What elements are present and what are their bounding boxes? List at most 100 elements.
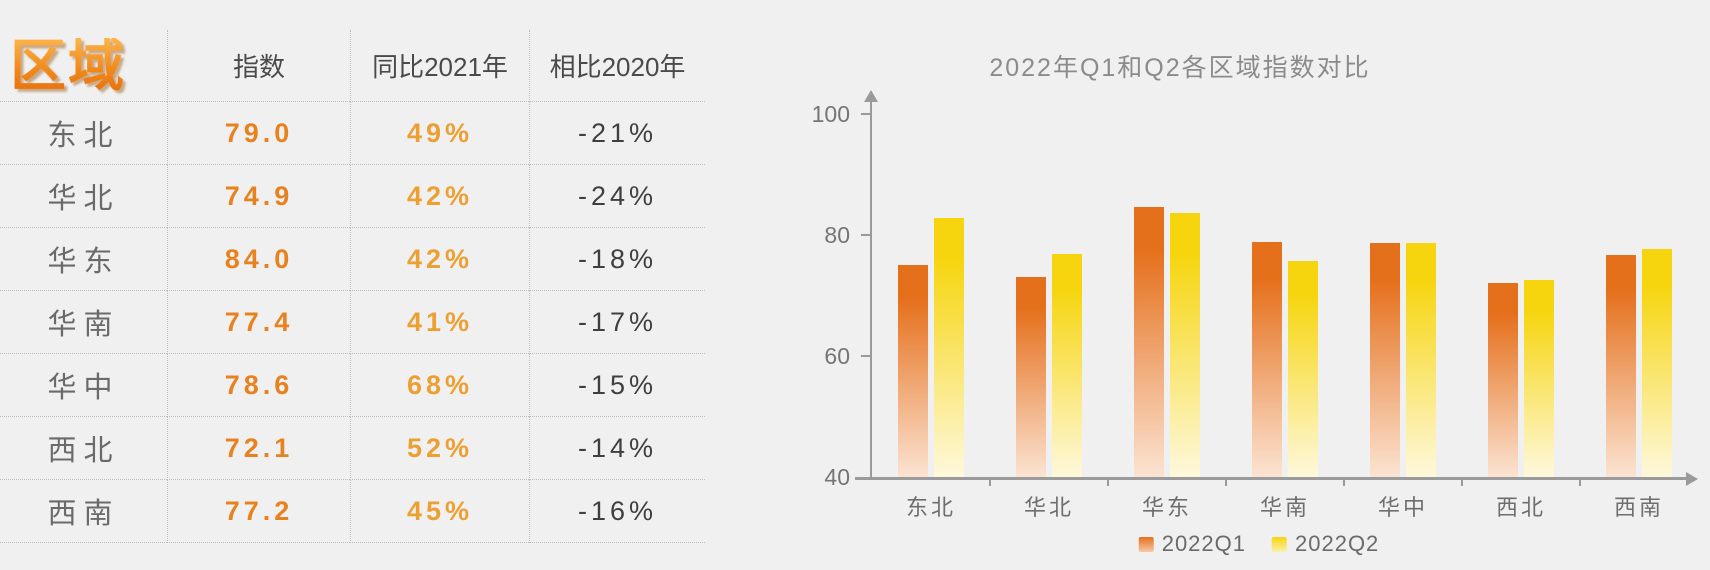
y-axis-tick	[861, 355, 871, 357]
x-axis-category-label: 华中	[1377, 495, 1428, 520]
bar-2022Q2-华中	[1406, 243, 1436, 477]
legend-swatch-icon	[1138, 536, 1154, 552]
region-name-cell: 华南	[0, 291, 167, 354]
index-value-cell: 78.6	[167, 354, 350, 417]
vs-value-cell: -16%	[529, 480, 705, 543]
bar-chart-panel: 2022年Q1和Q2各区域指数对比 40 60 80 100 东北 华北 华东 华南 华中 西北 西…	[710, 0, 1710, 570]
index-value-cell: 72.1	[167, 417, 350, 480]
yoy-value: 45%	[406, 495, 474, 526]
x-axis-tick	[1461, 478, 1463, 486]
yoy-value-cell: 42%	[350, 228, 529, 291]
yoy-value-cell: 42%	[350, 165, 529, 228]
region-name: 华东	[47, 246, 120, 278]
x-axis-category-label: 华东	[1141, 495, 1192, 520]
y-axis-tick	[861, 234, 871, 236]
y-axis-tick-label: 80	[824, 222, 850, 248]
index-value: 79.0	[224, 117, 294, 148]
region-table-panel: 区域 指数 同比2021年 相比2020年 东北 79.0 49% -21% 华北 74.…	[0, 30, 705, 543]
table-row: 东北 79.0 49% -21%	[0, 102, 705, 165]
x-axis-arrow-icon	[1686, 471, 1698, 486]
vs-value: -16%	[577, 495, 658, 526]
yoy-value-cell: 68%	[350, 354, 529, 417]
bar-2022Q1-华南	[1252, 241, 1282, 477]
region-name: 华南	[47, 309, 120, 341]
x-axis-tick	[1343, 478, 1345, 486]
x-axis-tick	[1225, 478, 1227, 486]
y-axis-arrow-icon	[864, 90, 878, 102]
vs-value: -15%	[577, 369, 658, 400]
index-value: 72.1	[224, 432, 294, 463]
bar-2022Q2-华东	[1170, 212, 1200, 477]
x-axis-category-label: 西北	[1495, 495, 1546, 520]
plot-area: 40 60 80 100 东北 华北 华东 华南 华中 西北 西南	[710, 0, 1710, 570]
table-row: 西南 77.2 45% -16%	[0, 480, 705, 543]
bar-2022Q2-东北	[934, 218, 964, 477]
bar-2022Q2-华北	[1052, 253, 1082, 477]
yoy-value: 52%	[406, 432, 474, 463]
chart-legend: 2022Q1 2022Q2	[1138, 531, 1380, 557]
y-axis-tick-label: 100	[811, 101, 850, 127]
index-value-cell: 77.4	[167, 291, 350, 354]
table-title-wordart: 区域	[10, 33, 126, 97]
bar-2022Q1-华东	[1134, 207, 1164, 477]
vs-value: -24%	[577, 180, 658, 211]
yoy-value: 42%	[406, 180, 474, 211]
bar-2022Q2-西北	[1524, 280, 1554, 477]
x-axis-category-label: 西南	[1613, 495, 1664, 520]
region-name: 西南	[47, 498, 120, 530]
table-row: 华北 74.9 42% -24%	[0, 165, 705, 228]
region-name-cell: 西北	[0, 417, 167, 480]
x-axis-category-label: 东北	[905, 495, 956, 520]
region-name: 东北	[47, 120, 120, 152]
vs-value-cell: -21%	[529, 102, 705, 165]
yoy-value: 42%	[406, 243, 474, 274]
yoy-value: 49%	[406, 117, 474, 148]
x-axis-line	[855, 477, 1688, 480]
legend-item-2022Q2: 2022Q2	[1272, 531, 1379, 557]
yoy-value-cell: 45%	[350, 480, 529, 543]
vs-value-cell: -18%	[529, 228, 705, 291]
index-value: 78.6	[224, 369, 294, 400]
column-header-vs-2020: 相比2020年	[529, 30, 705, 102]
bar-2022Q1-东北	[898, 264, 928, 477]
table-row: 华中 78.6 68% -15%	[0, 354, 705, 417]
yoy-value: 68%	[406, 369, 474, 400]
vs-value: -17%	[577, 306, 658, 337]
legend-item-2022Q1: 2022Q1	[1138, 531, 1246, 557]
table-header-row: 区域 指数 同比2021年 相比2020年	[0, 30, 705, 102]
column-header-index: 指数	[167, 30, 350, 102]
bar-2022Q1-华中	[1370, 242, 1400, 477]
vs-value: -14%	[577, 432, 658, 463]
legend-swatch-icon	[1272, 536, 1287, 552]
vs-value-cell: -14%	[529, 417, 705, 480]
table-row: 华东 84.0 42% -18%	[0, 228, 705, 291]
column-header-yoy-2021: 同比2021年	[350, 30, 529, 102]
index-value-cell: 79.0	[167, 102, 350, 165]
region-name: 华中	[47, 372, 120, 404]
vs-value-cell: -24%	[529, 165, 705, 228]
table-row: 西北 72.1 52% -14%	[0, 417, 705, 480]
x-axis-category-label: 华南	[1259, 495, 1310, 520]
index-value: 77.2	[224, 495, 294, 526]
table-row: 华南 77.4 41% -17%	[0, 291, 705, 354]
x-axis-tick	[1107, 478, 1109, 486]
bar-2022Q2-华南	[1288, 261, 1318, 477]
x-axis-category-label: 华北	[1023, 495, 1074, 520]
index-value: 84.0	[224, 243, 294, 274]
index-value: 74.9	[224, 180, 294, 211]
y-axis-tick-label: 40	[824, 464, 850, 490]
vs-value: -18%	[577, 243, 658, 274]
yoy-value-cell: 49%	[350, 102, 529, 165]
yoy-value-cell: 41%	[350, 291, 529, 354]
region-table-body: 东北 79.0 49% -21% 华北 74.9 42% -24% 华东 84.0 42% -18% 华…	[0, 102, 705, 543]
region-name-cell: 华北	[0, 165, 167, 228]
yoy-value-cell: 52%	[350, 417, 529, 480]
index-value-cell: 84.0	[167, 228, 350, 291]
yoy-value: 41%	[406, 306, 474, 337]
bar-2022Q1-西南	[1606, 254, 1636, 477]
vs-value-cell: -17%	[529, 291, 705, 354]
y-axis-tick-label: 60	[824, 343, 850, 369]
chart-title: 2022年Q1和Q2各区域指数对比	[989, 54, 1371, 82]
x-axis-tick	[1579, 478, 1581, 486]
